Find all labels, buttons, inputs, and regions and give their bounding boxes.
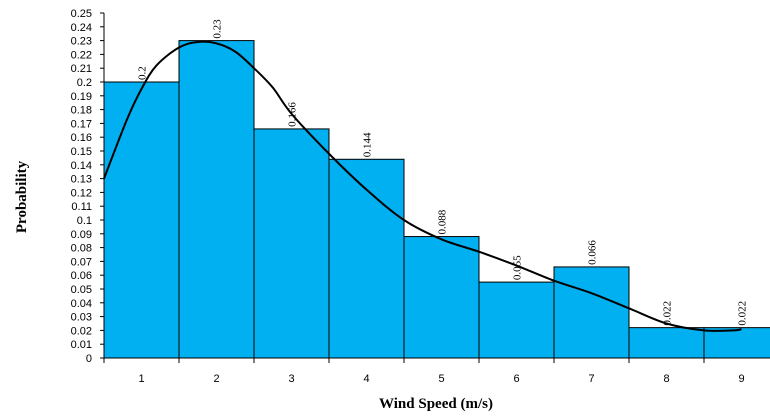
x-tick-label: 5 [438,373,444,385]
bar-4 [328,158,405,359]
data-label-5: 0.088 [437,209,449,234]
bar-9 [703,327,770,359]
y-tick-label: 0.18 [71,105,92,117]
data-label-8: 0.022 [662,301,674,326]
y-tick-label: 0.19 [71,91,92,103]
y-tick-label: 0.25 [71,8,92,20]
data-label-1: 0.2 [137,66,149,80]
x-tick-label: 2 [213,373,219,385]
y-tick-label: 0.04 [71,298,92,310]
fit-curve-group [103,40,742,332]
y-tick-label: 0.03 [71,312,92,324]
y-tick-label: 0.07 [71,256,92,268]
x-tick-label: 1 [138,373,144,385]
y-tick-label: 0.06 [71,270,92,282]
y-tick-label: 0.14 [71,160,92,172]
x-axis-ticks: 1 2 3 4 5 6 7 8 9 [103,358,745,385]
y-tick-label: 0.02 [71,325,92,337]
y-tick-label: 0.05 [71,284,92,296]
y-tick-label: 0.23 [71,36,92,48]
bar-6 [478,281,555,359]
data-label-4: 0.144 [362,132,374,157]
x-tick-label: 6 [513,373,519,385]
y-tick-label: 0.17 [71,118,92,130]
x-tick-label: 8 [663,373,669,385]
y-tick-label: 0 [86,353,92,365]
y-tick-label: 0.12 [71,187,92,199]
data-label-2: 0.23 [212,19,224,39]
y-tick-label: 0.16 [71,132,92,144]
y-tick-label: 0.24 [71,22,92,34]
x-axis-title: Wind Speed (m/s) [379,396,493,412]
y-tick-label: 0.1 [77,215,92,227]
x-tick-label: 7 [588,373,594,385]
y-tick-label: 0.08 [71,243,92,255]
axes-group [103,13,770,359]
y-tick-label: 0.11 [71,201,92,213]
y-tick-label: 0.01 [71,339,92,351]
y-tick-label: 0.21 [71,63,92,75]
y-tick-label: 0.13 [71,174,92,186]
bar-7 [553,266,630,359]
bar-1 [103,81,180,359]
y-axis-ticks: 0 0.01 0.020.03 0.04 0.05 0.06 0.070.08 0.09 0.1… [71,8,104,365]
bars-group [103,40,770,359]
data-label-6: 0.055 [512,255,524,280]
x-tick-label: 3 [288,373,294,385]
x-tick-label: 4 [363,373,369,385]
data-label-9: 0.022 [737,301,749,326]
bar-8 [628,327,705,359]
y-tick-label: 0.15 [71,146,92,158]
y-tick-label: 0.22 [71,49,92,61]
x-tick-label: 9 [738,373,744,385]
y-tick-label: 0.09 [71,229,92,241]
y-tick-label: 0.2 [77,77,92,89]
fit-curve-line [103,40,742,332]
bar-5 [403,236,480,359]
data-label-7: 0.066 [587,240,599,265]
y-axis-title: Probability [14,160,30,233]
bar-2 [178,40,255,359]
bar-3 [253,128,330,359]
